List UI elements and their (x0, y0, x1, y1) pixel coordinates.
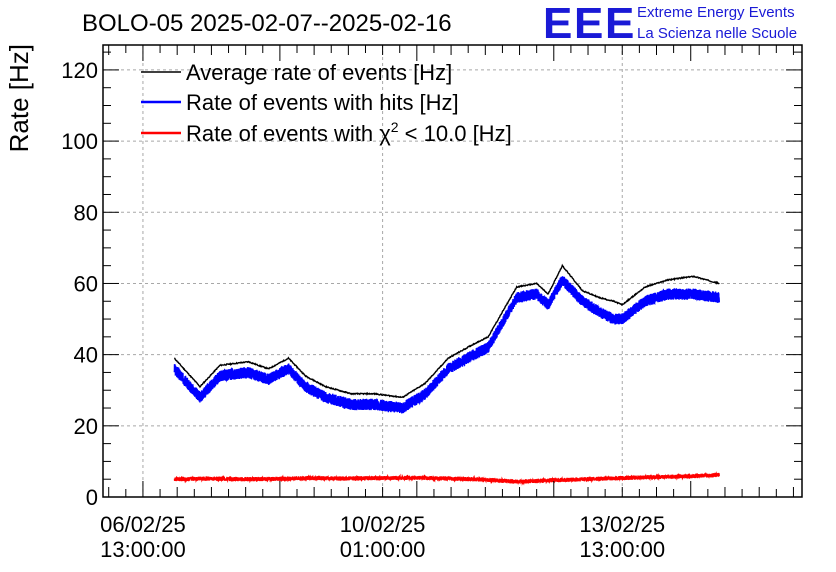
logo-letter: E (605, 0, 635, 48)
x-tick-label-date: 10/02/25 (340, 512, 426, 537)
series-line-chi2 (173, 471, 720, 486)
series-line-hits (173, 276, 720, 414)
y-tick-label: 60 (74, 271, 98, 296)
y-tick-label: 120 (61, 58, 98, 83)
legend-label: Rate of events with χ2 < 10.0 [Hz] (186, 119, 512, 146)
legend-label: Rate of events with hits [Hz] (186, 90, 459, 115)
y-axis-label: Rate [Hz] (4, 44, 34, 152)
y-tick-label: 40 (74, 343, 98, 368)
chart-title: BOLO-05 2025-02-07--2025-02-16 (82, 10, 452, 37)
plot-frame (102, 44, 803, 498)
legend-label-text: < 10.0 [Hz] (399, 121, 512, 146)
legend-label-text: Rate of events with χ (186, 121, 391, 146)
y-tick-label: 20 (74, 414, 98, 439)
x-tick-label-time: 13:00:00 (579, 537, 665, 562)
legend-label-sup: 2 (391, 119, 399, 135)
x-tick-label-date: 13/02/25 (579, 512, 665, 537)
y-tick-label: 80 (74, 200, 98, 225)
brand-line-2: La Scienza nelle Scuole (637, 25, 798, 42)
logo-letter: E (543, 0, 573, 48)
y-axis: 0 20 40 60 80 100 120 (61, 51, 802, 510)
y-tick-label: 0 (86, 485, 98, 510)
y-tick-label: 100 (61, 129, 98, 154)
grid (103, 45, 802, 497)
legend-label: Average rate of events [Hz] (186, 60, 452, 85)
brand-line-1: Extreme Energy Events (637, 4, 795, 21)
x-tick-label-date: 06/02/25 (100, 512, 186, 537)
eee-logo: E E E (543, 0, 635, 48)
series-line-average (173, 263, 720, 399)
x-tick-label-time: 01:00:00 (340, 537, 426, 562)
legend: Average rate of events [Hz] Rate of event… (141, 60, 512, 146)
logo-letter: E (574, 0, 604, 48)
x-tick-label-time: 13:00:00 (100, 537, 186, 562)
x-axis: 06/02/2513:00:0010/02/2501:00:0013/02/25… (100, 45, 794, 562)
